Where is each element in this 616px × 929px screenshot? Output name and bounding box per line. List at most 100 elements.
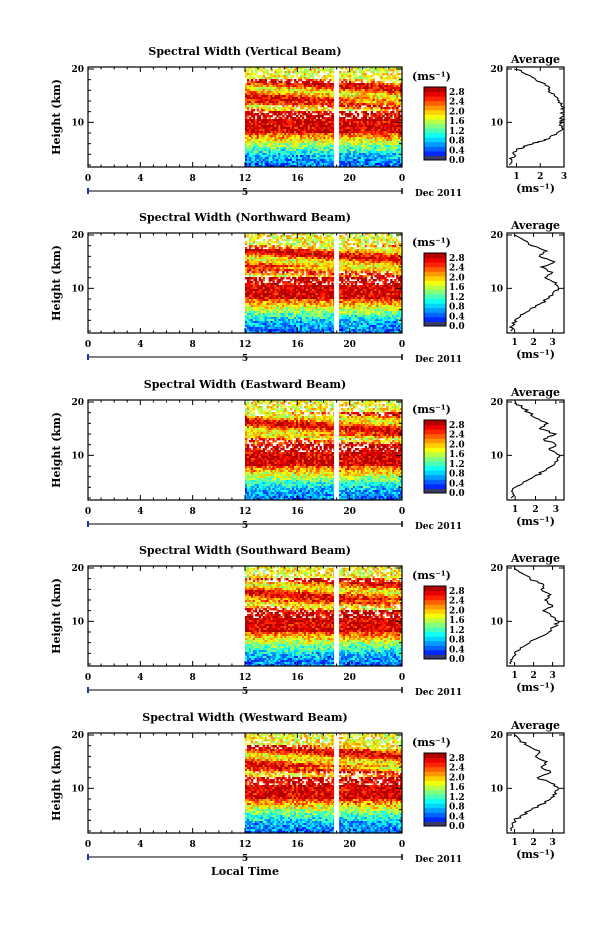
heatmap-cell xyxy=(299,135,303,138)
heatmap-cell xyxy=(260,155,264,158)
heatmap-cell xyxy=(323,119,326,122)
heatmap-cell xyxy=(331,121,334,124)
heatmap-cell xyxy=(254,79,258,82)
heatmap-cell xyxy=(256,103,260,106)
heatmap-cell xyxy=(270,67,273,70)
heatmap-cell xyxy=(280,111,283,114)
heatmap-cell xyxy=(260,89,264,92)
heatmap-cell xyxy=(343,161,346,164)
heatmap-cell xyxy=(299,115,303,118)
heatmap-cell xyxy=(319,153,322,156)
heatmap-cell xyxy=(284,67,287,70)
heatmap-cell xyxy=(325,127,328,130)
heatmap-cell xyxy=(356,105,360,108)
heatmap-cell xyxy=(315,145,319,148)
heatmap-cell xyxy=(250,141,254,144)
heatmap-cell xyxy=(252,99,256,102)
heatmap-cell xyxy=(360,71,364,74)
heatmap-cell xyxy=(341,143,344,146)
heatmap-cell xyxy=(258,129,262,132)
heatmap-cell xyxy=(349,99,352,102)
heatmap-cell xyxy=(317,145,320,148)
heatmap-cell xyxy=(296,143,299,146)
heatmap-cell xyxy=(315,133,319,136)
heatmap-cell xyxy=(331,125,334,128)
heatmap-cell xyxy=(358,151,362,154)
heatmap-cell xyxy=(299,125,303,128)
heatmap-cell xyxy=(294,113,297,116)
heatmap-cell xyxy=(288,149,291,152)
heatmap-cell xyxy=(252,159,256,162)
heatmap-cell xyxy=(345,135,348,138)
heatmap-cell xyxy=(343,127,346,130)
heatmap-cell xyxy=(311,73,315,76)
heatmap-cell xyxy=(323,89,326,92)
heatmap-cell xyxy=(362,95,366,98)
heatmap-cell xyxy=(264,87,267,90)
heatmap-cell xyxy=(323,127,326,130)
heatmap-cell xyxy=(296,149,299,152)
heatmap-cell xyxy=(292,155,295,158)
heatmap-cell xyxy=(256,89,260,92)
heatmap-cell xyxy=(274,113,277,116)
heatmap-cell xyxy=(349,155,352,158)
heatmap-cell xyxy=(345,121,348,124)
heatmap-cell xyxy=(284,109,287,112)
heatmap-cell xyxy=(307,117,311,120)
heatmap-cell xyxy=(309,117,313,120)
heatmap-cell xyxy=(321,91,324,94)
heatmap-cell xyxy=(280,97,283,100)
heatmap-cell xyxy=(292,123,295,126)
heatmap-cell xyxy=(250,75,254,78)
heatmap-cell xyxy=(272,121,275,124)
heatmap-cell xyxy=(362,119,366,122)
heatmap-cell xyxy=(276,119,279,122)
heatmap-cell xyxy=(327,131,330,134)
heatmap-cell xyxy=(297,141,301,144)
heatmap-cell xyxy=(323,97,326,100)
heatmap-cell xyxy=(311,89,315,92)
heatmap-cell xyxy=(268,157,271,160)
heatmap-cell xyxy=(354,101,358,104)
heatmap-cell xyxy=(274,89,277,92)
heatmap-cell xyxy=(364,97,368,100)
heatmap-cell xyxy=(262,77,266,80)
heatmap-cell xyxy=(319,151,322,154)
heatmap-cell xyxy=(276,133,279,136)
heatmap-cell xyxy=(309,129,313,132)
heatmap-cell xyxy=(313,165,317,168)
heatmap-cell xyxy=(299,153,303,156)
heatmap-cell xyxy=(294,89,297,92)
heatmap-cell xyxy=(292,89,295,92)
heatmap-cell xyxy=(319,155,322,158)
heatmap-cell xyxy=(354,75,358,78)
heatmap-cell xyxy=(323,103,326,106)
heatmap-cell xyxy=(350,157,354,160)
heatmap-cell xyxy=(260,123,264,126)
heatmap-cell xyxy=(254,137,258,140)
heatmap-cell xyxy=(364,139,368,142)
heatmap-cell xyxy=(256,87,260,90)
heatmap-cell xyxy=(286,141,289,144)
heatmap-cell xyxy=(288,99,291,102)
heatmap-cell xyxy=(343,123,346,126)
heatmap-cell xyxy=(248,145,252,148)
heatmap-cell xyxy=(258,77,262,80)
heatmap-cell xyxy=(362,117,366,120)
heatmap-cell xyxy=(290,143,293,146)
heatmap-cell xyxy=(360,77,364,80)
heatmap-cell xyxy=(309,103,313,106)
heatmap-cell xyxy=(331,163,334,166)
heatmap-cell xyxy=(266,149,269,152)
heatmap-cell xyxy=(313,109,317,112)
heatmap-cell xyxy=(256,109,260,112)
heatmap-cell xyxy=(303,157,307,160)
heatmap-cell xyxy=(343,151,346,154)
heatmap-cell xyxy=(292,129,295,132)
heatmap-cell xyxy=(250,93,254,96)
heatmap-cell xyxy=(331,165,334,168)
heatmap-cell xyxy=(343,99,346,102)
heatmap-cell xyxy=(272,153,275,156)
heatmap-cell xyxy=(297,113,301,116)
heatmap-cell xyxy=(309,91,313,94)
